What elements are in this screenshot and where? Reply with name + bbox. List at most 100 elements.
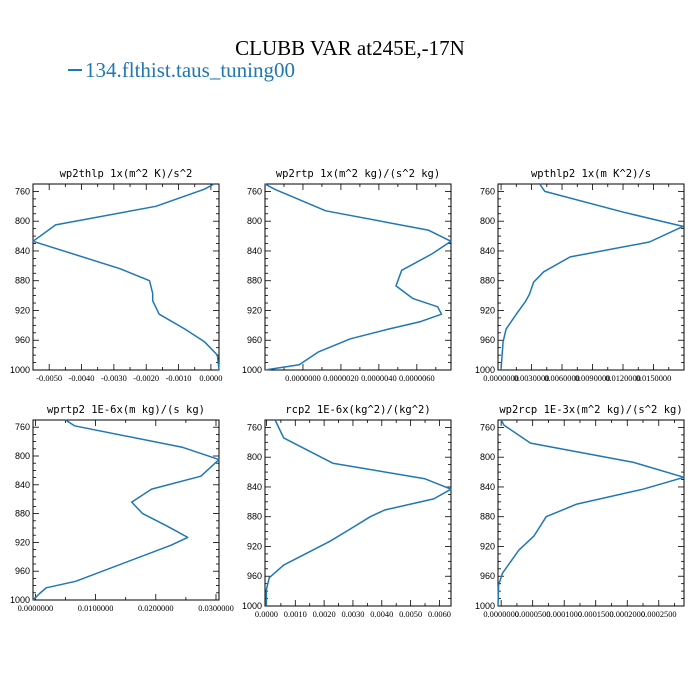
y-tick-label: 760: [15, 422, 30, 432]
y-tick-label: 800: [15, 451, 30, 461]
x-tick-label: 0.0020: [313, 610, 336, 619]
y-tick-label: 920: [247, 305, 262, 315]
x-tick-label: 0.0010: [284, 610, 307, 619]
series-line: [497, 419, 685, 607]
x-tick-label: 0.0060: [428, 610, 451, 619]
x-tick-label: 0.0030000: [514, 374, 550, 383]
y-tick-label: 760: [247, 422, 262, 432]
x-tick-label: -0.0030: [101, 374, 127, 383]
x-tick-label: 0.0002000: [609, 610, 645, 619]
y-tick-label: 760: [15, 186, 30, 196]
y-tick-label: 840: [15, 246, 30, 256]
x-tick-label: 0.0120000: [605, 374, 641, 383]
x-tick-label: 0.0000000: [483, 610, 519, 619]
x-tick-label: 0.0001000: [546, 610, 582, 619]
y-tick-label: 1000: [242, 601, 262, 611]
y-tick-label: 960: [480, 571, 495, 581]
x-tick-label: 0.0000000: [285, 374, 321, 383]
panel-title: wp2rtp 1x(m^2 kg)/(s^2 kg): [276, 168, 440, 180]
y-tick-label: 1000: [475, 601, 495, 611]
panel-title: wprtp2 1E-6x(m kg)/(s kg): [47, 404, 205, 416]
y-tick-label: 760: [247, 186, 262, 196]
y-tick-label: 880: [480, 276, 495, 286]
y-tick-label: 880: [247, 512, 262, 522]
x-tick-label: 0.0300000: [198, 604, 234, 613]
panel-3: wpthlp2 1x(m K^2)/s 760 800 840 880 920 960 100…: [475, 168, 685, 383]
x-tick-label: 0.0000040: [361, 374, 397, 383]
panel-1: wp2thlp 1x(m^2 K)/s^2 760 800 840 880 920 960 1…: [10, 168, 222, 383]
y-tick-label: 800: [480, 216, 495, 226]
x-tick-label: -0.0050: [36, 374, 62, 383]
x-tick-label: 0.0000000: [18, 604, 54, 613]
x-tick-label: 0.0000000: [483, 374, 519, 383]
x-tick-label: 0.0000500: [515, 610, 551, 619]
x-tick-label: 0.0090000: [575, 374, 611, 383]
panel-6: wp2rcp 1E-3x(m^2 kg)/(s^2 kg) 760 800 840 88…: [475, 404, 685, 619]
panel-2: wp2rtp 1x(m^2 kg)/(s^2 kg) 760 800 840 880 92…: [242, 168, 452, 383]
x-tick-label: 0.0050: [399, 610, 422, 619]
x-tick-label: 0.0200000: [138, 604, 174, 613]
y-tick-label: 1000: [475, 365, 495, 375]
series-line: [500, 183, 684, 371]
y-tick-label: 960: [15, 335, 30, 345]
series-line: [32, 419, 220, 601]
y-tick-label: 840: [247, 246, 262, 256]
y-tick-label: 800: [247, 452, 262, 462]
y-tick-label: 840: [480, 246, 495, 256]
y-tick-label: 880: [15, 509, 30, 519]
x-tick-label: 0.0150000: [636, 374, 672, 383]
panel-title: wp2rcp 1E-3x(m^2 kg)/(s^2 kg): [499, 404, 682, 416]
y-tick-label: 960: [247, 571, 262, 581]
panel-4: wprtp2 1E-6x(m kg)/(s kg) 760 800 840 880 920…: [10, 404, 234, 613]
y-tick-label: 920: [247, 541, 262, 551]
y-tick-label: 920: [15, 305, 30, 315]
series-line: [264, 183, 452, 371]
figure-title: CLUBB VAR at245E,-17N: [235, 36, 465, 60]
y-tick-label: 960: [247, 335, 262, 345]
x-tick-label: 0.0100000: [78, 604, 114, 613]
panel-title: rcp2 1E-6x(kg^2)/(kg^2): [285, 404, 430, 416]
series-line: [32, 183, 220, 371]
y-tick-label: 960: [15, 566, 30, 576]
y-tick-label: 1000: [10, 365, 30, 375]
y-tick-label: 920: [15, 537, 30, 547]
y-tick-label: 760: [480, 422, 495, 432]
y-tick-label: 880: [15, 276, 30, 286]
x-tick-label: 0.0030: [341, 610, 364, 619]
y-tick-label: 960: [480, 335, 495, 345]
x-tick-label: 0.0002500: [641, 610, 677, 619]
x-tick-label: 0.0000020: [323, 374, 359, 383]
x-tick-label: 0.0001500: [578, 610, 614, 619]
y-tick-label: 760: [480, 186, 495, 196]
y-tick-label: 880: [480, 512, 495, 522]
y-tick-label: 840: [15, 480, 30, 490]
y-tick-label: 840: [480, 482, 495, 492]
y-tick-label: 920: [480, 541, 495, 551]
y-tick-label: 920: [480, 305, 495, 315]
plot-frame: [32, 183, 220, 371]
plot-frame: [32, 419, 220, 601]
y-tick-label: 800: [247, 216, 262, 226]
plot-frame: [497, 419, 685, 607]
y-tick-label: 880: [247, 276, 262, 286]
plot-frame: [264, 419, 452, 607]
legend: 134.flthist.taus_tuning00: [68, 58, 295, 83]
x-tick-label: -0.0040: [69, 374, 95, 383]
x-tick-label: 0.0060000: [544, 374, 580, 383]
series-line: [265, 419, 452, 606]
x-tick-label: 0.0000: [255, 610, 278, 619]
panel-title: wpthlp2 1x(m K^2)/s: [531, 168, 651, 180]
y-tick-label: 800: [480, 452, 495, 462]
x-tick-label: -0.0020: [133, 374, 159, 383]
legend-label: 134.flthist.taus_tuning00: [85, 58, 295, 82]
x-tick-label: 0.0000: [199, 374, 222, 383]
y-tick-label: 1000: [242, 365, 262, 375]
x-tick-label: 0.0040: [370, 610, 393, 619]
x-tick-label: -0.0010: [166, 374, 192, 383]
x-tick-label: 0.0000060: [399, 374, 435, 383]
y-tick-label: 1000: [10, 595, 30, 605]
y-tick-label: 800: [15, 216, 30, 226]
panel-title: wp2thlp 1x(m^2 K)/s^2: [60, 168, 193, 180]
